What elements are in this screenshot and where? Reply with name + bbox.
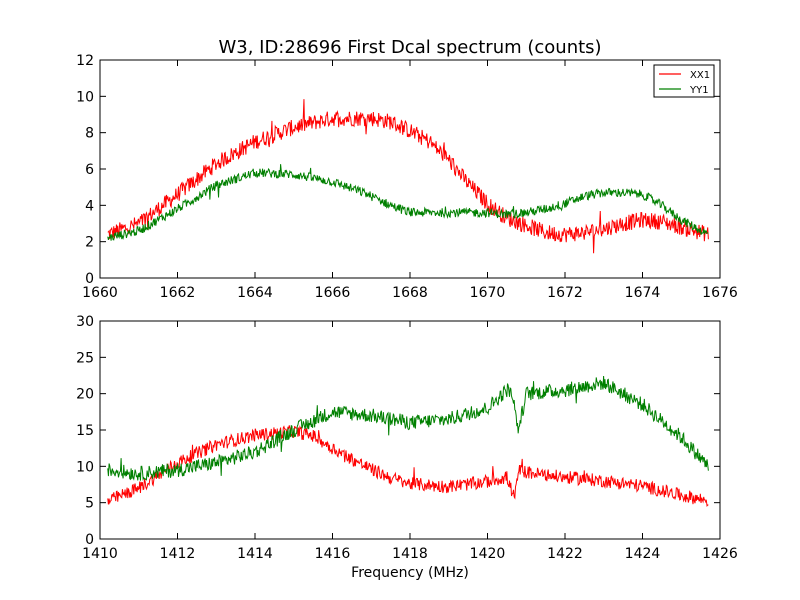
x-tick-label: 1412 xyxy=(160,546,196,562)
y-tick-label: 12 xyxy=(76,53,94,69)
x-tick-label: 1418 xyxy=(392,546,428,562)
x-tick-label: 1664 xyxy=(237,285,273,301)
x-axis-label: Frequency (MHz) xyxy=(351,565,469,581)
x-tick-label: 1668 xyxy=(392,285,428,301)
chart-title: W3, ID:28696 First Dcal spectrum (counts… xyxy=(218,37,601,58)
y-tick-label: 6 xyxy=(85,162,94,178)
x-tick-label: 1666 xyxy=(315,285,351,301)
series-line-xx1-panel-2 xyxy=(107,425,709,508)
x-tick-label: 1676 xyxy=(702,285,738,301)
top-spectrum-panel: 1660 1662 1664 1666 1668 1670 1672 1674 1676 0 2 4 6… xyxy=(76,53,738,301)
y-tick-label: 0 xyxy=(85,532,94,548)
bottom-spectrum-panel: 1410 1412 1414 1416 1418 1420 1422 1424 1426 0 5 10… xyxy=(76,314,738,562)
x-tick-label: 1426 xyxy=(702,546,738,562)
series-line-xx1-panel-1 xyxy=(107,99,709,254)
x-tick-label: 1672 xyxy=(547,285,583,301)
y-tick-label: 8 xyxy=(85,126,94,142)
y-tick-label: 5 xyxy=(85,496,94,512)
y-tick-label: 10 xyxy=(76,459,94,475)
y-tick-label: 4 xyxy=(85,198,94,214)
x-tick-label: 1420 xyxy=(470,546,506,562)
x-tick-label: 1660 xyxy=(82,285,118,301)
legend-box xyxy=(653,64,715,98)
x-tick-label: 1670 xyxy=(470,285,506,301)
y-tick-label: 2 xyxy=(85,235,94,251)
legend-label-xx1: XX1 xyxy=(690,70,710,81)
y-tick-label: 15 xyxy=(76,423,94,439)
x-tick-label: 1414 xyxy=(237,546,273,562)
x-tick-label: 1410 xyxy=(82,546,118,562)
y-tick-label: 20 xyxy=(76,387,94,403)
y-tick-label: 25 xyxy=(76,350,94,366)
y-tick-label: 30 xyxy=(76,314,94,330)
y-tick-label: 0 xyxy=(85,271,94,287)
x-tick-label: 1674 xyxy=(625,285,661,301)
x-tick-label: 1662 xyxy=(160,285,196,301)
series-line-yy1-panel-2 xyxy=(107,375,709,481)
legend-label-yy1: YY1 xyxy=(689,85,709,96)
y-tick-label: 10 xyxy=(76,89,94,105)
x-tick-label: 1416 xyxy=(315,546,351,562)
x-tick-label: 1422 xyxy=(547,546,583,562)
x-tick-label: 1424 xyxy=(625,546,661,562)
series-line-yy1-panel-1 xyxy=(107,164,709,241)
